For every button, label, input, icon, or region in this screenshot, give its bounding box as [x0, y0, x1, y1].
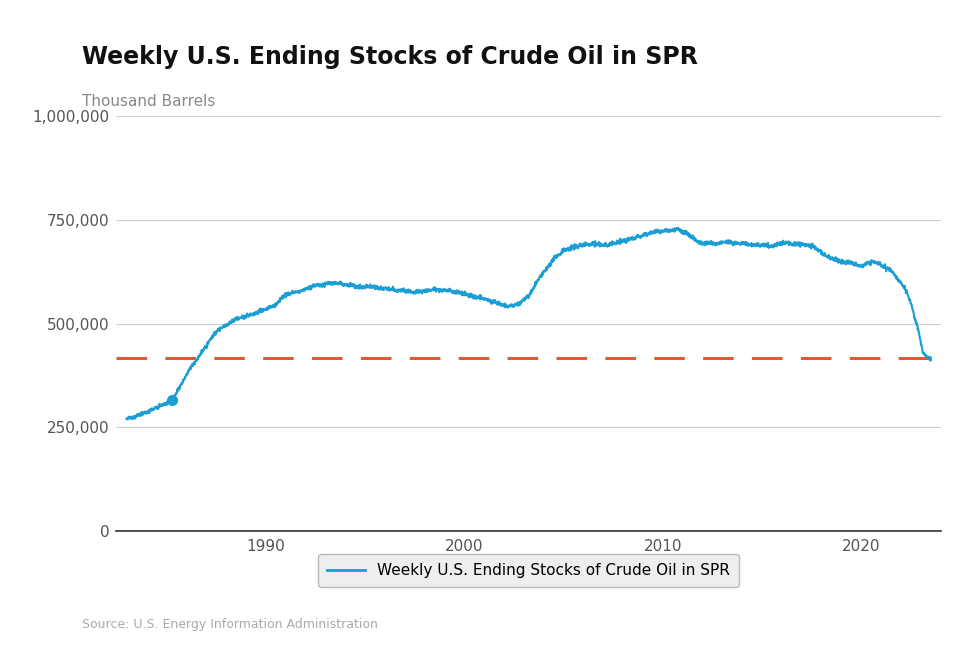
Legend: Weekly U.S. Ending Stocks of Crude Oil in SPR: Weekly U.S. Ending Stocks of Crude Oil i…	[318, 554, 738, 587]
Text: Thousand Barrels: Thousand Barrels	[82, 94, 215, 109]
Text: Weekly U.S. Ending Stocks of Crude Oil in SPR: Weekly U.S. Ending Stocks of Crude Oil i…	[82, 45, 698, 69]
Text: Source: U.S. Energy Information Administration: Source: U.S. Energy Information Administ…	[82, 618, 378, 631]
